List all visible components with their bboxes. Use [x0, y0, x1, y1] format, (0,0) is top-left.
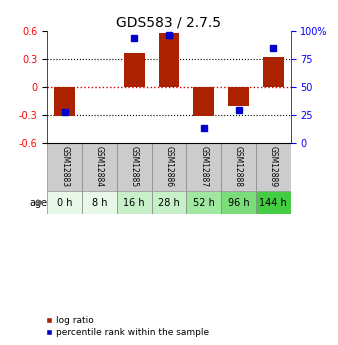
Bar — [117, 142, 152, 191]
Text: 144 h: 144 h — [260, 198, 287, 208]
Text: 96 h: 96 h — [228, 198, 249, 208]
Text: GSM12888: GSM12888 — [234, 146, 243, 187]
Title: GDS583 / 2.7.5: GDS583 / 2.7.5 — [117, 16, 221, 30]
Bar — [256, 142, 291, 191]
Text: GSM12886: GSM12886 — [165, 146, 173, 187]
Text: age: age — [29, 198, 47, 208]
Legend: log ratio, percentile rank within the sample: log ratio, percentile rank within the sa… — [45, 316, 209, 337]
Bar — [54, 87, 75, 116]
Bar — [256, 191, 291, 214]
Bar — [47, 142, 82, 191]
Bar — [117, 191, 152, 214]
Bar — [82, 142, 117, 191]
Bar — [152, 142, 186, 191]
Text: GSM12889: GSM12889 — [269, 146, 278, 187]
Text: 0 h: 0 h — [57, 198, 72, 208]
Bar — [221, 142, 256, 191]
Bar — [221, 191, 256, 214]
Bar — [152, 191, 186, 214]
Text: GSM12887: GSM12887 — [199, 146, 208, 187]
Text: GSM12883: GSM12883 — [60, 146, 69, 187]
Text: 8 h: 8 h — [92, 198, 107, 208]
Bar — [47, 191, 82, 214]
Text: 16 h: 16 h — [123, 198, 145, 208]
Text: GSM12885: GSM12885 — [130, 146, 139, 187]
Bar — [186, 142, 221, 191]
Bar — [82, 191, 117, 214]
Bar — [228, 87, 249, 106]
Bar — [193, 87, 214, 116]
Text: 52 h: 52 h — [193, 198, 215, 208]
Bar — [124, 53, 145, 87]
Bar — [159, 33, 179, 87]
Text: GSM12884: GSM12884 — [95, 146, 104, 187]
Bar — [263, 57, 284, 87]
Bar — [186, 191, 221, 214]
Text: 28 h: 28 h — [158, 198, 180, 208]
